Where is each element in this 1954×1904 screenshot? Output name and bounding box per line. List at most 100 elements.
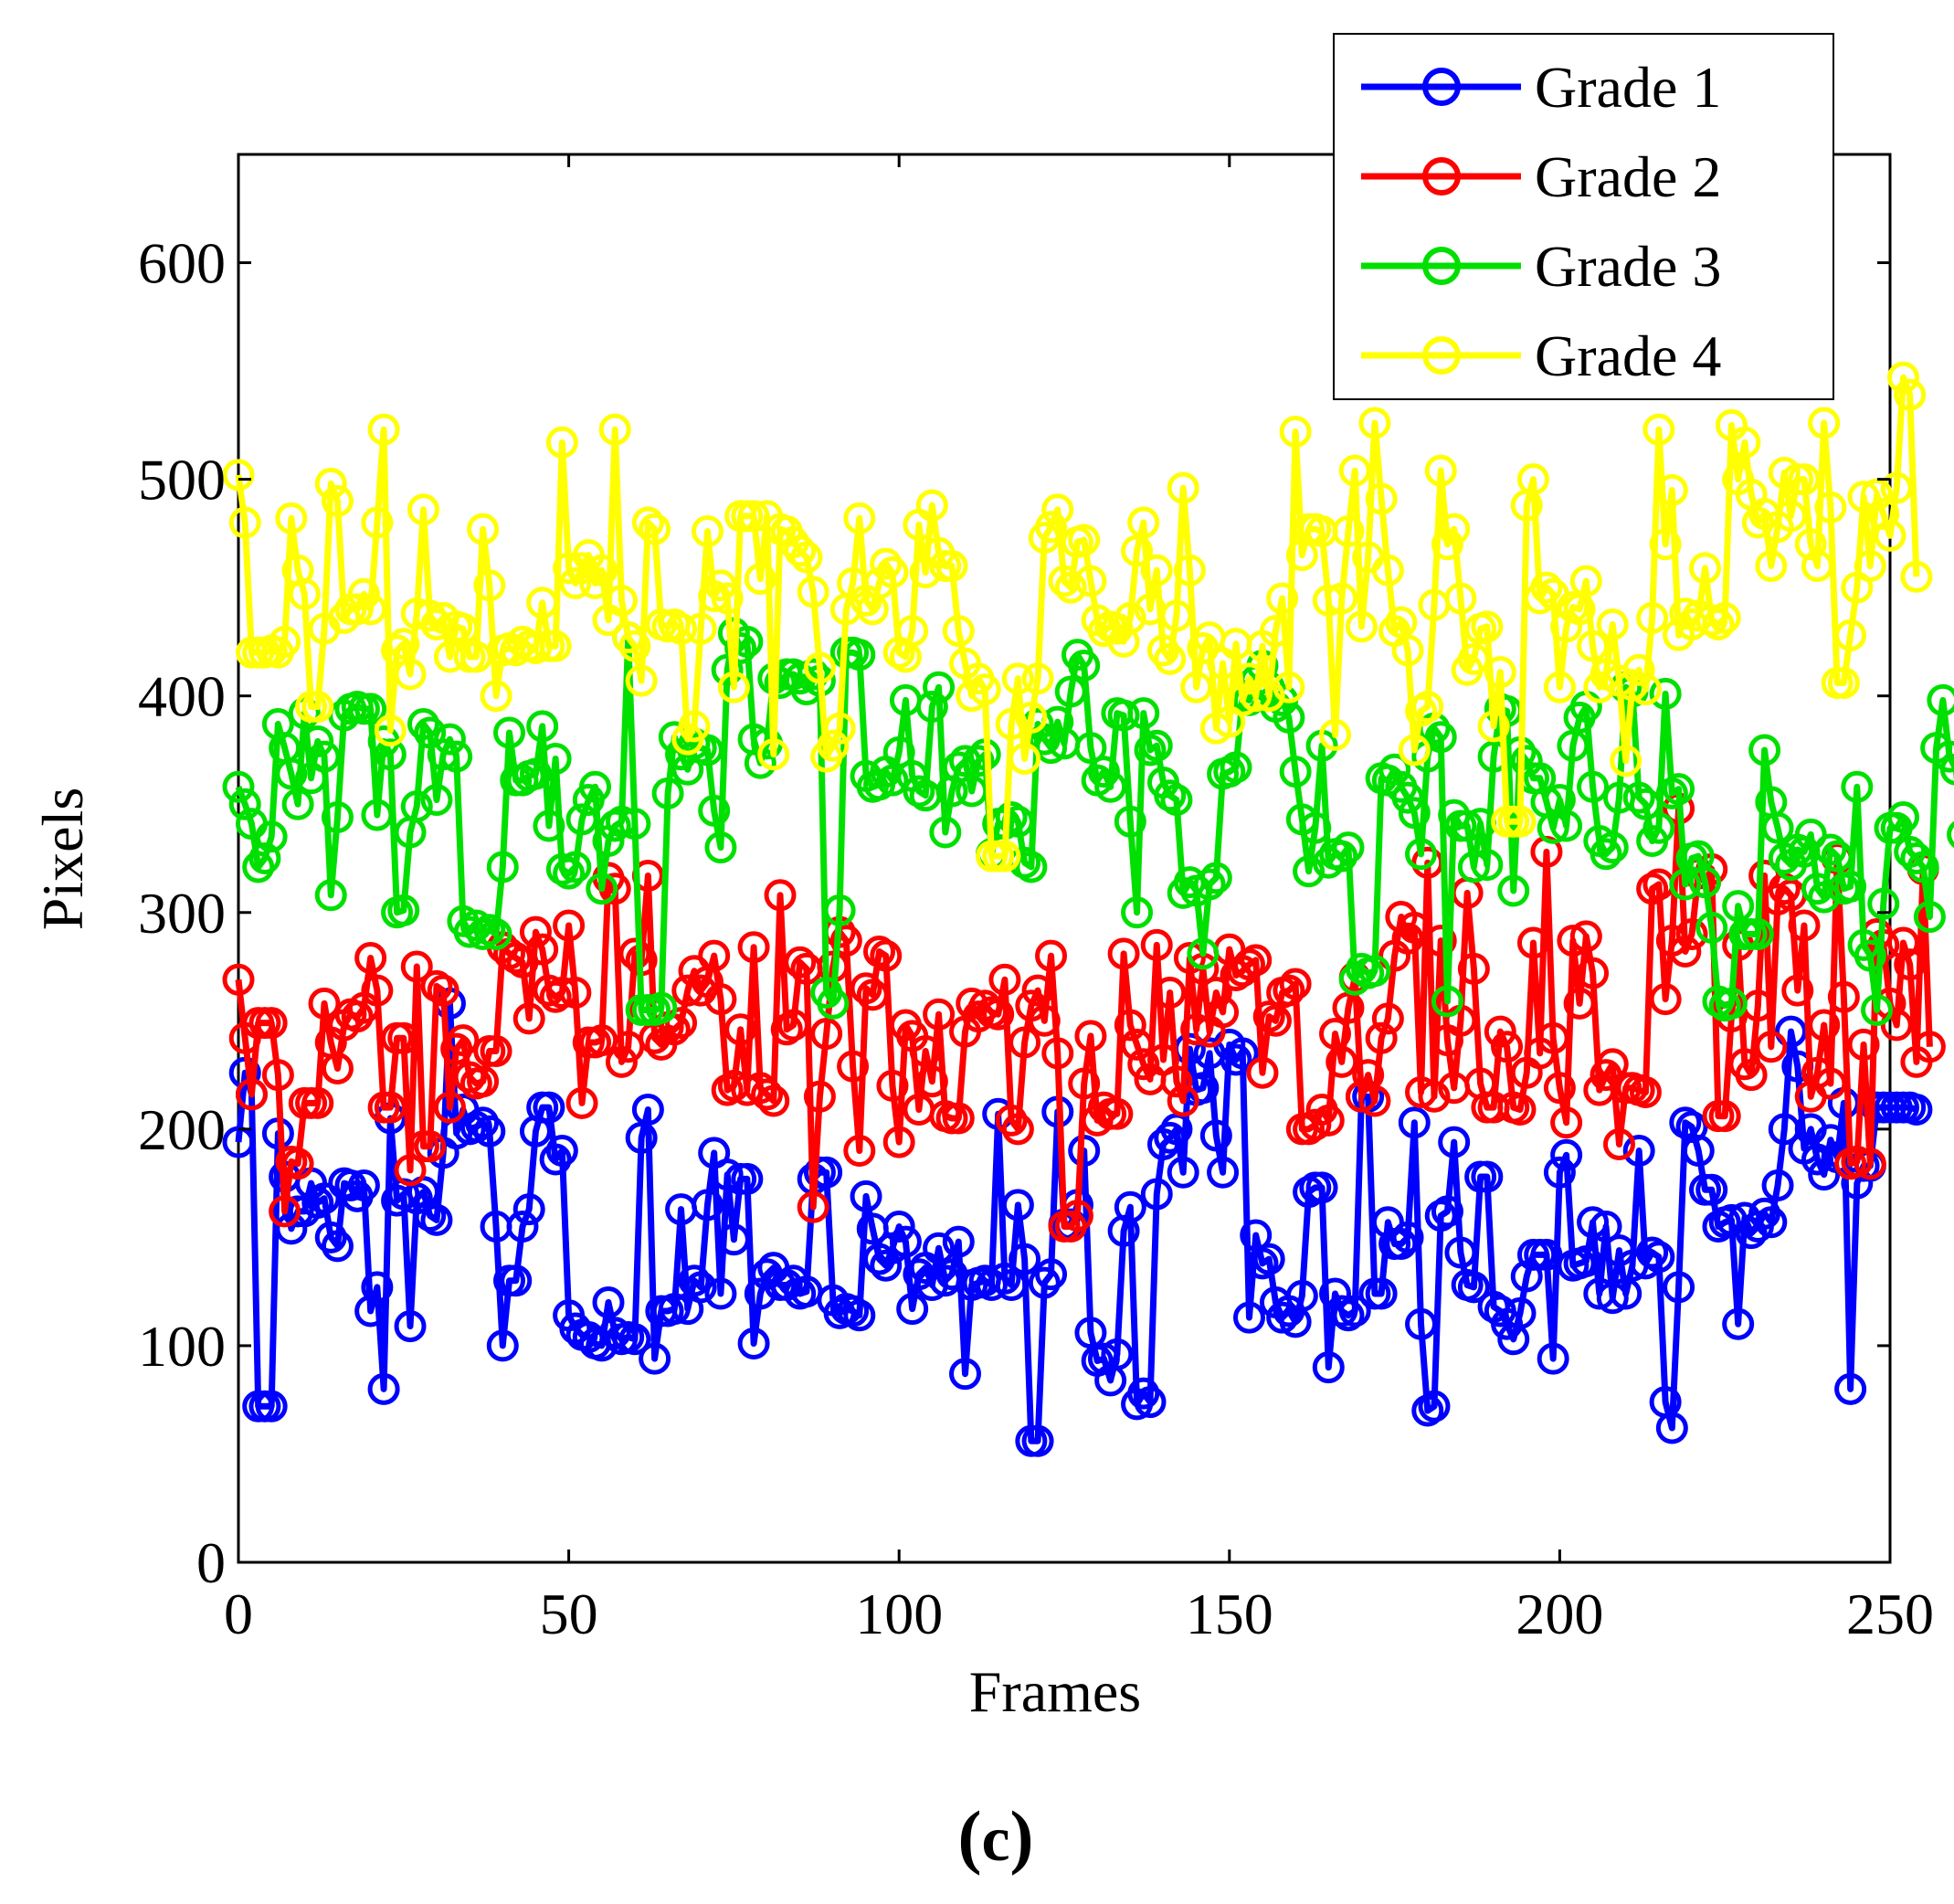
data-point-grade-3	[539, 742, 572, 775]
data-point-grade-4	[1009, 742, 1041, 775]
data-point-grade-1	[1537, 1342, 1569, 1375]
data-point-grade-4	[678, 710, 711, 743]
data-point-grade-2	[1167, 1084, 1199, 1117]
data-point-grade-2	[1068, 1067, 1101, 1100]
data-point-grade-1	[942, 1225, 975, 1258]
data-point-grade-3	[1326, 840, 1358, 873]
data-point-grade-1	[1028, 1266, 1061, 1299]
data-point-grade-2	[269, 1195, 301, 1228]
data-point-grade-1	[486, 1329, 519, 1362]
data-point-grade-4	[1504, 805, 1537, 838]
data-point-grade-4	[988, 840, 1021, 873]
data-point-grade-4	[1438, 513, 1471, 545]
data-point-grade-2	[281, 1148, 314, 1180]
data-point-grade-4	[790, 541, 823, 574]
data-point-grade-1	[1596, 1282, 1629, 1315]
data-point-grade-1	[949, 1358, 982, 1391]
data-point-grade-2	[361, 974, 394, 1007]
data-point-grade-3	[1068, 650, 1101, 682]
legend-label-grade-2: Grade 2	[1535, 144, 1721, 209]
data-point-grade-3	[1741, 917, 1774, 950]
data-point-grade-4	[1371, 554, 1404, 587]
data-point-grade-3	[1841, 770, 1874, 803]
data-point-grade-4	[1900, 560, 1933, 593]
data-point-grade-2	[1557, 925, 1590, 957]
data-point-grade-1	[1285, 1279, 1318, 1312]
data-point-grade-1	[539, 1143, 572, 1176]
data-point-grade-2	[797, 1190, 829, 1223]
data-point-grade-1	[1154, 1121, 1187, 1154]
data-point-grade-4	[784, 534, 817, 567]
figure-caption: (c)	[957, 1796, 1033, 1876]
data-point-grade-3	[956, 775, 988, 808]
data-point-grade-4	[1874, 519, 1906, 552]
data-point-grade-4	[1814, 491, 1847, 524]
legend-marker-grade-2	[1422, 157, 1461, 196]
data-point-grade-2	[1669, 935, 1702, 968]
legend-entry: Grade 3	[1361, 234, 1721, 299]
data-point-grade-1	[361, 1271, 394, 1304]
data-point-grade-2	[618, 937, 651, 970]
data-point-grade-3	[579, 770, 612, 803]
data-point-grade-2	[545, 976, 578, 1009]
data-point-grade-3	[1629, 788, 1662, 820]
data-point-grade-4	[1140, 554, 1173, 587]
data-point-grade-2	[394, 1154, 427, 1187]
y-tick-label: 600	[138, 231, 226, 296]
data-point-grade-3	[1814, 833, 1847, 866]
data-point-grade-4	[480, 680, 512, 713]
data-point-grade-1	[1622, 1135, 1655, 1168]
data-point-grade-2	[882, 1126, 915, 1158]
data-point-grade-2	[1781, 974, 1814, 1007]
data-point-grade-1	[678, 1264, 711, 1297]
data-point-grade-3	[1939, 753, 1954, 786]
data-point-grade-4	[545, 426, 578, 459]
data-point-grade-1	[1504, 1296, 1537, 1329]
data-point-grade-4	[1457, 642, 1490, 675]
data-point-grade-1	[1569, 1244, 1602, 1277]
data-point-grade-4	[1755, 549, 1788, 582]
data-point-grade-1	[1338, 1295, 1371, 1328]
data-point-grade-4	[639, 513, 671, 545]
data-point-grade-3	[533, 809, 565, 842]
data-point-grade-1	[1385, 1227, 1418, 1260]
data-point-grade-4	[1338, 454, 1371, 487]
data-point-grade-4	[414, 599, 447, 632]
data-point-grade-2	[440, 1032, 473, 1065]
data-point-grade-2	[988, 963, 1021, 996]
data-point-grade-3	[1279, 756, 1312, 788]
data-point-grade-3	[1220, 751, 1252, 784]
data-point-grade-2	[1629, 1076, 1662, 1109]
data-point-grade-1	[347, 1169, 380, 1201]
data-point-grade-2	[757, 1084, 790, 1117]
data-point-grade-4	[1273, 671, 1305, 703]
data-point-grade-2	[1001, 1113, 1034, 1146]
data-point-grade-2	[982, 998, 1015, 1031]
data-point-grade-2	[776, 1009, 809, 1042]
data-point-grade-2	[1847, 1028, 1880, 1061]
data-point-grade-1	[1391, 1221, 1424, 1253]
data-point-grade-3	[923, 671, 956, 703]
data-point-grade-4	[1636, 601, 1669, 634]
data-point-grade-3	[242, 851, 275, 883]
data-point-grade-3	[228, 788, 261, 820]
data-point-grade-1	[1775, 1015, 1808, 1048]
data-point-grade-2	[559, 976, 592, 1009]
data-point-grade-4	[1398, 734, 1431, 767]
data-point-grade-4	[598, 413, 631, 446]
data-point-grade-2	[1569, 920, 1602, 953]
data-point-grade-1	[467, 1106, 500, 1139]
series-grade-1	[222, 987, 1933, 1457]
data-point-grade-3	[1378, 753, 1411, 786]
data-point-grade-4	[1788, 463, 1821, 496]
data-point-grade-4	[269, 625, 301, 658]
data-point-grade-1	[1682, 1135, 1715, 1168]
legend-label-grade-1: Grade 1	[1535, 55, 1721, 120]
data-point-grade-2	[321, 1052, 354, 1084]
data-point-grade-2	[308, 987, 341, 1020]
data-point-grade-2	[1041, 1037, 1074, 1070]
data-point-grade-4	[942, 615, 975, 648]
data-point-grade-3	[1642, 811, 1675, 844]
data-point-grade-3	[1886, 800, 1919, 833]
